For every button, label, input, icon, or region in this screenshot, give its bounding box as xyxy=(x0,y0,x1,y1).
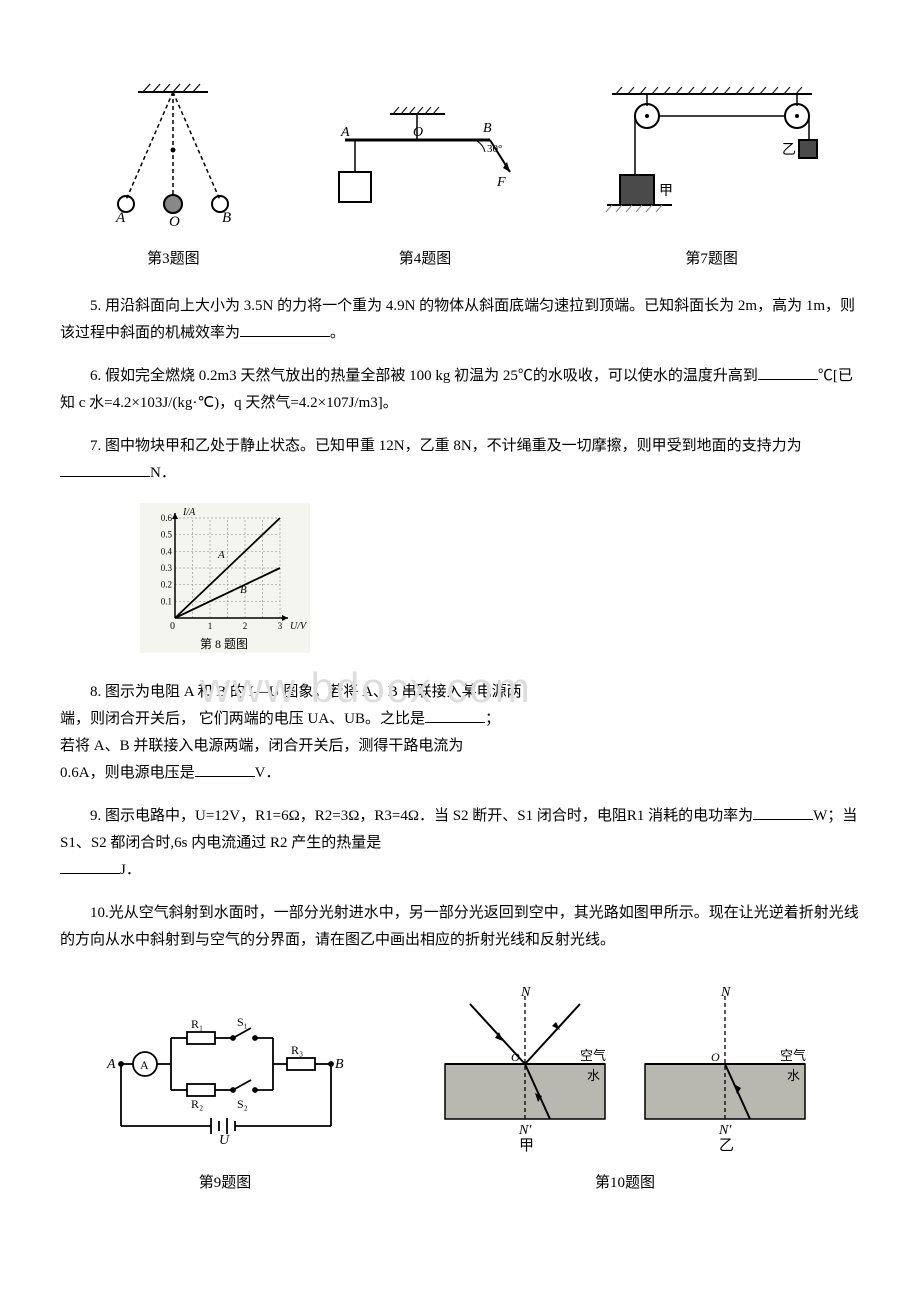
label-B4: B xyxy=(483,121,492,136)
q8-line2-suffix: ； xyxy=(485,711,500,727)
label-A: A xyxy=(115,210,126,226)
label-U: U xyxy=(219,1133,230,1148)
label-A4: A xyxy=(340,125,350,140)
series-A-label: A xyxy=(217,549,225,561)
label-O1: O xyxy=(511,1050,520,1064)
q10-text: 10.光从空气斜射到水面时，一部分光射进水中，另一部分光返回到空中，其光路如图甲… xyxy=(60,905,859,948)
question-7: 7. 图中物块甲和乙处于静止状态。已知甲重 12N，乙重 8N，不计绳重及一切摩… xyxy=(60,433,860,487)
blank-q7 xyxy=(60,462,150,477)
label-B: B xyxy=(222,210,231,226)
question-9: 9. 图示电路中，U=12V，R1=6Ω，R2=3Ω，R3=4Ω．当 S2 断开… xyxy=(60,803,860,884)
caption-q9: 第9题图 xyxy=(105,1170,345,1197)
q8-line4: 0.6A，则电源电压是 xyxy=(60,765,195,781)
blank-q5 xyxy=(240,322,330,337)
caption-q7: 第7题图 xyxy=(602,246,822,273)
label-O4: O xyxy=(413,125,423,140)
label-air1: 空气 xyxy=(580,1048,606,1063)
label-Np2: N′ xyxy=(718,1123,732,1138)
pulley-svg: 甲 乙 xyxy=(602,80,822,230)
svg-text:0.2: 0.2 xyxy=(161,580,172,590)
q9-suffix: J． xyxy=(120,862,141,878)
chart8-caption: 第 8 题图 xyxy=(200,637,248,651)
question-10: 10.光从空气斜射到水面时，一部分光射进水中，另一部分光返回到空中，其光路如图甲… xyxy=(60,900,860,954)
label-water1: 水 xyxy=(587,1068,600,1083)
pendulum-svg: A O B xyxy=(98,80,248,230)
label-R3: R₃ xyxy=(291,1043,303,1057)
figure-q9: A A R₁ S₁ xyxy=(105,1008,345,1197)
svg-text:0: 0 xyxy=(170,621,175,632)
label-S1: S₁ xyxy=(237,1015,248,1029)
blank-q8b xyxy=(195,762,255,777)
svg-text:0.1: 0.1 xyxy=(161,596,172,606)
label-yi10: 乙 xyxy=(719,1138,734,1154)
label-N2: N xyxy=(720,985,731,1000)
figure-row-top: A O B 第3题图 A xyxy=(60,80,860,273)
svg-text:0.6: 0.6 xyxy=(161,513,173,523)
caption-q3: 第3题图 xyxy=(98,246,248,273)
label-B9: B xyxy=(335,1057,344,1072)
q8-line4-suffix: V． xyxy=(255,765,281,781)
blank-q9b xyxy=(60,859,120,874)
question-8: 8. 图示为电阻 A 和 B 的 I—U 图象。若将 A、B 串联接入某电源两 … xyxy=(60,679,860,787)
figure-q3: A O B 第3题图 xyxy=(98,80,248,273)
label-jia: 甲 xyxy=(659,184,673,199)
label-air2: 空气 xyxy=(780,1048,806,1063)
q7-text: 7. 图中物块甲和乙处于静止状态。已知甲重 12N，乙重 8N，不计绳重及一切摩… xyxy=(90,438,802,454)
label-O: O xyxy=(169,214,180,230)
refraction-svg: N N′ O 空气 水 甲 N N′ O 空气 水 乙 xyxy=(435,984,815,1154)
label-S2: S₂ xyxy=(237,1097,248,1111)
label-O2: O xyxy=(711,1050,720,1064)
figure-q10: N N′ O 空气 水 甲 N N′ O 空气 水 乙 xyxy=(435,984,815,1197)
svg-text:0.4: 0.4 xyxy=(161,546,173,556)
xlabel: U/V xyxy=(290,621,308,632)
svg-text:0.3: 0.3 xyxy=(161,563,173,573)
label-R2: R₂ xyxy=(191,1097,203,1111)
q8-line1: 8. 图示为电阻 A 和 B 的 I—U 图象。若将 A、B 串联接入某电源两 xyxy=(60,679,860,706)
svg-text:3: 3 xyxy=(278,621,283,631)
caption-q10: 第10题图 xyxy=(435,1170,815,1197)
figure-q7: 甲 乙 第7题图 xyxy=(602,80,822,273)
ammeter-label: A xyxy=(140,1058,149,1072)
q7-suffix: N． xyxy=(150,465,176,481)
label-Np1: N′ xyxy=(518,1123,532,1138)
label-angle: 30° xyxy=(487,143,502,155)
chart-q8: 1 2 3 0.1 0.2 0.3 0.4 0.5 0.6 0 I/A U/V A B 第 8… xyxy=(140,503,860,663)
circuit-svg: A A R₁ S₁ xyxy=(105,1008,345,1148)
label-R1: R₁ xyxy=(191,1017,203,1031)
label-F: F xyxy=(496,175,506,190)
question-6: 6. 假如完全燃烧 0.2m3 天然气放出的热量全部被 100 kg 初温为 2… xyxy=(60,363,860,417)
blank-q9a xyxy=(753,805,813,820)
svg-text:1: 1 xyxy=(208,621,213,631)
series-B-label: B xyxy=(240,584,247,596)
svg-text:0.5: 0.5 xyxy=(161,530,173,540)
lever-svg: A O B 30° F xyxy=(325,100,525,230)
label-jia10: 甲 xyxy=(519,1138,534,1154)
q9-text1: 9. 图示电路中，U=12V，R1=6Ω，R2=3Ω，R3=4Ω．当 S2 断开… xyxy=(90,808,753,824)
blank-q6 xyxy=(758,365,818,380)
svg-text:2: 2 xyxy=(243,621,248,631)
figure-q4: A O B 30° F 第4题图 xyxy=(325,100,525,273)
q8-line2: 端，则闭合开关后， 它们两端的电压 UA、UB。之比是 xyxy=(60,711,425,727)
q6-text: 6. 假如完全燃烧 0.2m3 天然气放出的热量全部被 100 kg 初温为 2… xyxy=(90,368,758,384)
label-A9: A xyxy=(106,1057,116,1072)
q5-suffix: 。 xyxy=(330,325,345,341)
caption-q4: 第4题图 xyxy=(325,246,525,273)
figure-row-bottom: A A R₁ S₁ xyxy=(60,984,860,1197)
q5-text: 5. 用沿斜面向上大小为 3.5N 的力将一个重为 4.9N 的物体从斜面底端匀… xyxy=(60,298,855,341)
q8-line3: 若将 A、B 并联接入电源两端，闭合开关后，测得干路电流为 xyxy=(60,733,860,760)
iu-graph-svg: 1 2 3 0.1 0.2 0.3 0.4 0.5 0.6 0 I/A U/V A B 第 8… xyxy=(140,503,310,653)
blank-q8a xyxy=(425,708,485,723)
label-water2: 水 xyxy=(787,1068,800,1083)
ylabel: I/A xyxy=(182,507,196,518)
label-yi: 乙 xyxy=(782,142,796,158)
question-5: 5. 用沿斜面向上大小为 3.5N 的力将一个重为 4.9N 的物体从斜面底端匀… xyxy=(60,293,860,347)
label-N1: N xyxy=(520,985,531,1000)
